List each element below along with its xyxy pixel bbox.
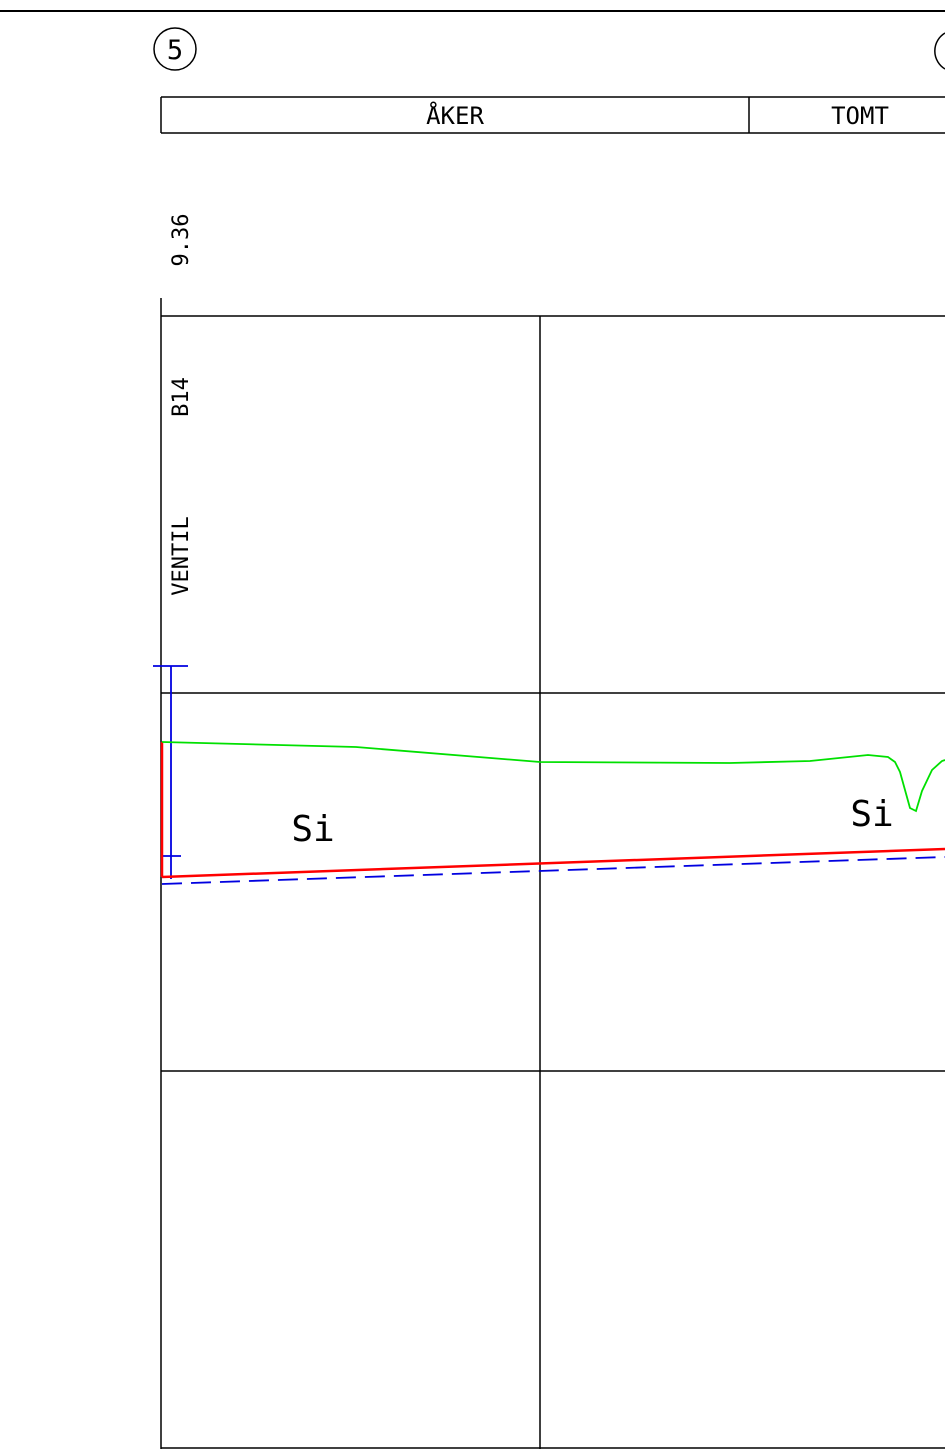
red-pipe-line <box>161 847 945 879</box>
code-label: B14 <box>169 377 194 417</box>
soil-label-left: Si <box>291 809 334 850</box>
valve-label: VENTIL <box>169 516 194 595</box>
soil-label-right: Si <box>850 794 893 835</box>
blue-bracket <box>153 665 188 879</box>
land-use-tomt: TOMT <box>831 102 889 130</box>
land-use-table: ÅKER TOMT <box>160 96 945 134</box>
land-use-aker: ÅKER <box>426 101 484 130</box>
next-section-marker-partial <box>934 32 945 70</box>
section-marker-5: 5 <box>153 27 197 71</box>
chainage-label: 9.36 <box>169 214 194 267</box>
blue-dashed-line <box>161 856 945 885</box>
green-ground-line <box>161 741 945 813</box>
section-marker-number: 5 <box>167 35 183 66</box>
section-marker-circle <box>153 27 197 71</box>
